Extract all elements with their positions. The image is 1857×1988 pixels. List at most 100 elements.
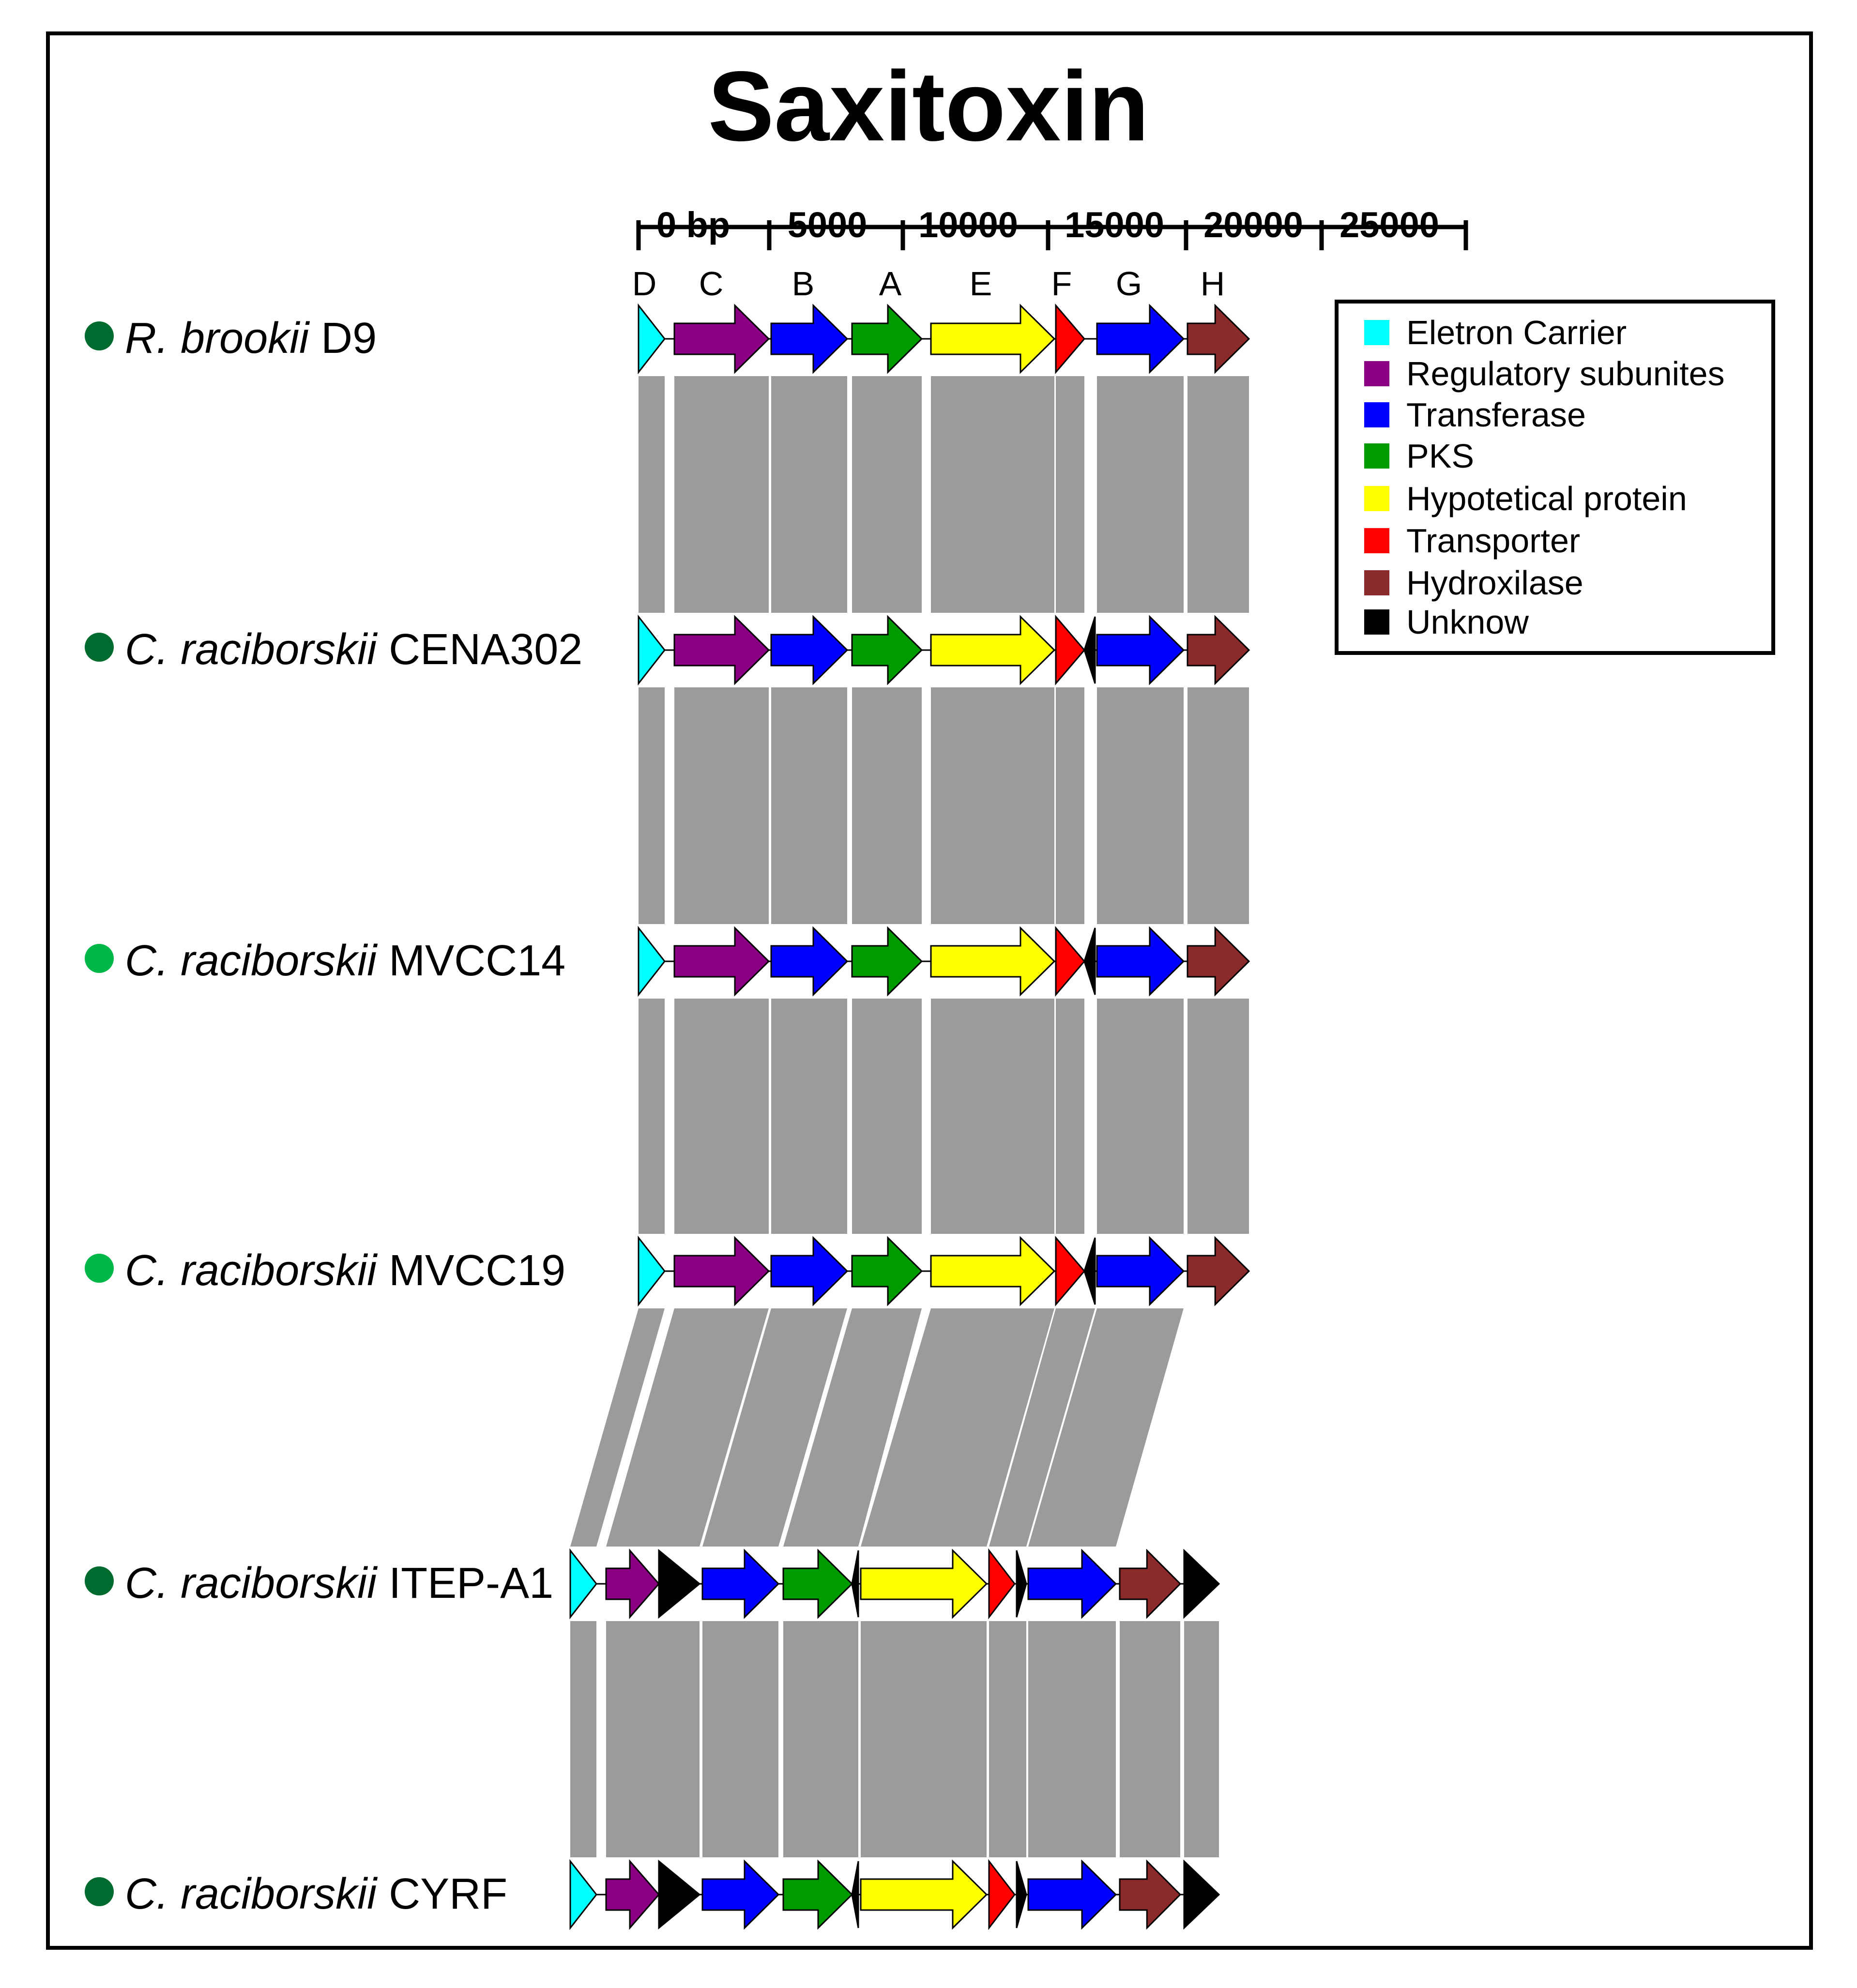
strain-marker-dot	[85, 944, 114, 973]
gene-track-4	[638, 1235, 1250, 1307]
gene-arrow-pks	[851, 1236, 923, 1306]
strain-genus: C. raciborskii	[125, 625, 378, 674]
strain-id: D9	[309, 314, 377, 363]
homology-links	[570, 376, 1249, 1857]
homology-band	[852, 999, 922, 1234]
gene-arrow-hydroxilase	[1119, 1859, 1182, 1930]
gene-arrow-transporter	[988, 1548, 1016, 1620]
gene-arrow-hypothetical	[860, 1859, 988, 1930]
gene-arrow-electron	[638, 614, 666, 686]
homology-band	[1184, 1621, 1219, 1857]
homology-band-skewed	[702, 1308, 847, 1547]
scale-tick-label: 0 bp	[656, 205, 730, 245]
gene-arrow-hypothetical	[930, 304, 1056, 374]
gene-arrow-transporter	[1055, 926, 1085, 997]
strain-genus: C. raciborskii	[125, 937, 378, 985]
homology-band	[1187, 376, 1249, 613]
strain-genus: C. raciborskii	[125, 1246, 378, 1295]
homology-band	[1056, 999, 1084, 1234]
gene-arrow-unknown	[1183, 1859, 1220, 1930]
gene-tracks	[569, 303, 1250, 1930]
homology-band	[570, 1621, 596, 1857]
homology-band	[931, 376, 1054, 613]
gene-arrow-pks	[851, 304, 923, 374]
gene-arrow-transferase	[701, 1548, 780, 1619]
scale-tick-label: 25000	[1339, 205, 1439, 245]
strain-label: C. raciborskii MVCC19	[125, 1246, 565, 1295]
strain-label: C. raciborskii MVCC14	[125, 937, 565, 985]
gene-arrow-transferase	[701, 1859, 780, 1930]
gene-arrow-transferase	[1096, 615, 1185, 685]
gene-letter-H: H	[1201, 265, 1225, 303]
legend-label-regulatory: Regulatory subunites	[1406, 355, 1725, 393]
homology-band	[852, 687, 922, 924]
gene-arrow-regulatory	[605, 1548, 660, 1620]
gene-arrow-unknown	[1083, 927, 1096, 995]
homology-band	[1187, 687, 1249, 924]
gene-arrow-pks	[782, 1548, 853, 1619]
homology-band	[1187, 999, 1249, 1234]
gene-arrow-unknown	[1016, 1550, 1027, 1618]
gene-arrow-unknown	[851, 1550, 859, 1618]
homology-band	[674, 376, 769, 613]
gene-arrow-hypothetical	[930, 615, 1056, 685]
gene-letter-G: G	[1116, 265, 1142, 303]
strain-id: CYRF	[377, 1870, 507, 1918]
strain-genus: C. raciborskii	[125, 1870, 378, 1918]
strain-marker-dot	[85, 1254, 114, 1283]
gene-arrow-transferase	[770, 1236, 849, 1306]
legend-swatch-transferase	[1364, 402, 1389, 427]
gene-arrow-hydroxilase	[1187, 304, 1250, 374]
gene-arrow-hypothetical	[930, 926, 1056, 997]
strain-marker-dot	[85, 633, 114, 662]
legend-swatch-unknown	[1364, 609, 1389, 635]
gene-arrow-unknown	[1083, 1237, 1096, 1305]
gene-letter-A: A	[879, 265, 902, 303]
gene-arrow-transporter	[988, 1859, 1016, 1930]
strain-label: R. brookii D9	[125, 314, 377, 363]
figure-frame	[46, 31, 1813, 1950]
strain-id: MVCC19	[377, 1246, 565, 1295]
gene-arrow-transferase	[1096, 304, 1185, 374]
gene-arrow-regulatory	[673, 615, 770, 685]
homology-band	[702, 1621, 778, 1857]
legend-swatch-pks	[1364, 443, 1389, 469]
gene-arrow-hydroxilase	[1119, 1548, 1182, 1619]
homology-band	[659, 1621, 700, 1857]
legend-swatch-electron	[1364, 320, 1389, 345]
scale-bar: 0 bp 5000 10000 15000 20000 25000	[636, 205, 1468, 250]
legend-swatch-regulatory	[1364, 361, 1389, 386]
homology-band	[1097, 999, 1184, 1234]
gene-arrow-unknown	[658, 1548, 701, 1619]
homology-band-skewed	[1028, 1308, 1184, 1547]
homology-band	[931, 687, 1054, 924]
legend-label-unknown: Unknow	[1406, 603, 1529, 641]
gene-arrow-transporter	[1055, 614, 1085, 686]
legend-label-hydroxilase: Hydroxilase	[1406, 564, 1583, 602]
figure-title: Saxitoxin	[708, 51, 1149, 162]
gene-track-2	[638, 614, 1250, 686]
gene-letter-B: B	[792, 265, 815, 303]
scale-tick-label: 20000	[1203, 205, 1303, 245]
scale-tick-label: 5000	[788, 205, 868, 245]
gene-arrow-hypothetical	[860, 1548, 988, 1619]
gene-arrow-unknown	[1183, 1548, 1220, 1619]
gene-arrow-hydroxilase	[1187, 1236, 1250, 1306]
gene-arrow-transferase	[770, 304, 849, 374]
gene-arrow-unknown	[851, 1861, 859, 1928]
legend-label-hypothetical: Hypotetical protein	[1406, 480, 1687, 517]
gene-arrow-pks	[782, 1859, 853, 1930]
strain-label: C. raciborskii CENA302	[125, 625, 582, 674]
legend-label-transferase: Transferase	[1406, 396, 1586, 434]
scale-tick-label: 10000	[918, 205, 1018, 245]
gene-arrow-transferase	[1027, 1548, 1117, 1619]
gene-arrow-transferase	[770, 615, 849, 685]
scale-tick-label: 15000	[1065, 205, 1164, 245]
homology-band	[639, 376, 665, 613]
homology-band-skewed	[783, 1308, 922, 1547]
homology-band	[861, 1621, 987, 1857]
homology-band	[1056, 687, 1084, 924]
gene-arrow-electron	[569, 1548, 597, 1620]
